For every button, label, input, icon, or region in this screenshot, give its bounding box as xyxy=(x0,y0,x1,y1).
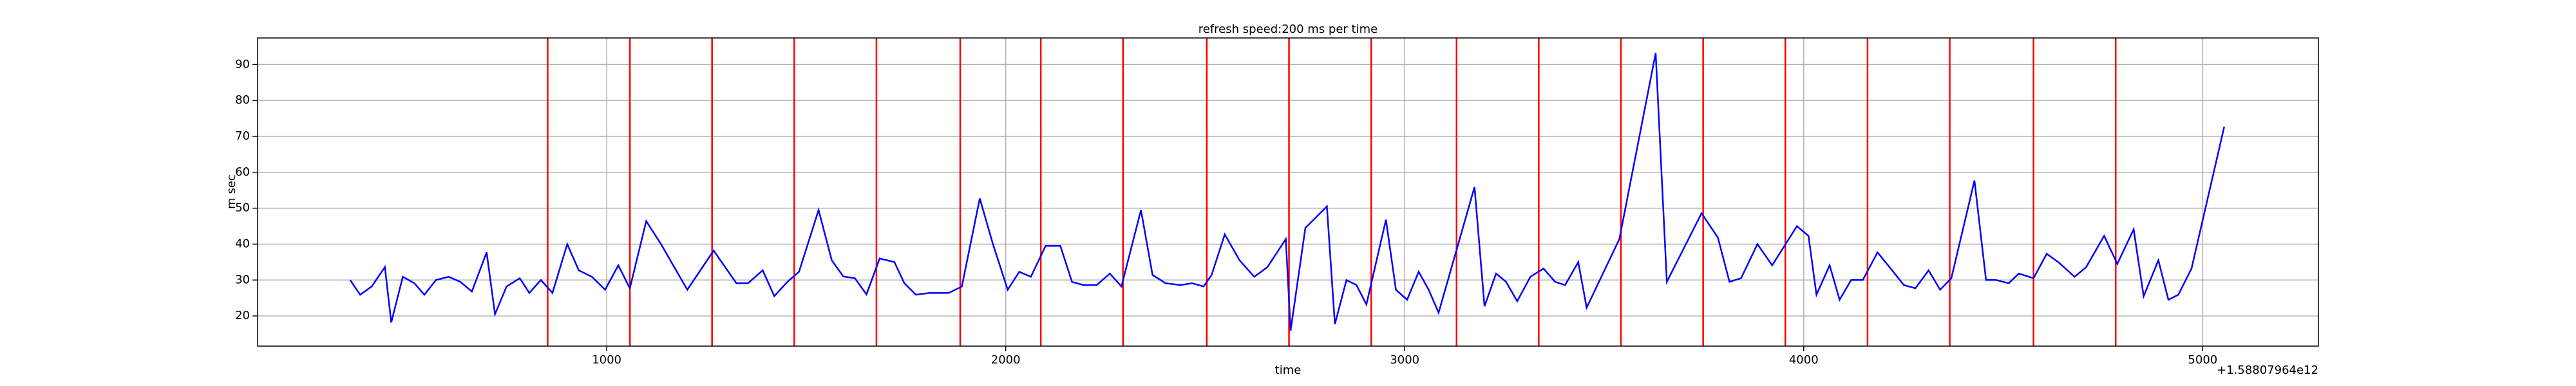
y-tick-label: 50 xyxy=(235,201,250,215)
chart-title: refresh speed:200 ms per time xyxy=(1198,23,1378,36)
y-tick-label: 70 xyxy=(235,129,250,143)
data-line xyxy=(349,53,2226,331)
y-tick-label: 30 xyxy=(235,273,250,286)
y-tick-label: 60 xyxy=(235,165,250,179)
x-tick-label: 5000 xyxy=(2188,353,2217,367)
y-tick-label: 20 xyxy=(235,309,250,322)
y-tick-label: 40 xyxy=(235,237,250,250)
plot-frame xyxy=(257,37,2319,347)
y-axis-label: m sec xyxy=(225,174,238,209)
x-tick-label: 3000 xyxy=(1390,353,1419,367)
x-axis-label: time xyxy=(1275,363,1302,377)
x-tick-label: 1000 xyxy=(592,353,621,367)
y-tick-label: 90 xyxy=(235,57,250,71)
x-tick-label: 4000 xyxy=(1789,353,1819,367)
x-tick-label: 2000 xyxy=(991,353,1021,367)
y-tick-label: 80 xyxy=(235,93,250,107)
x-offset-label: +1.58807964e12 xyxy=(2217,363,2318,377)
